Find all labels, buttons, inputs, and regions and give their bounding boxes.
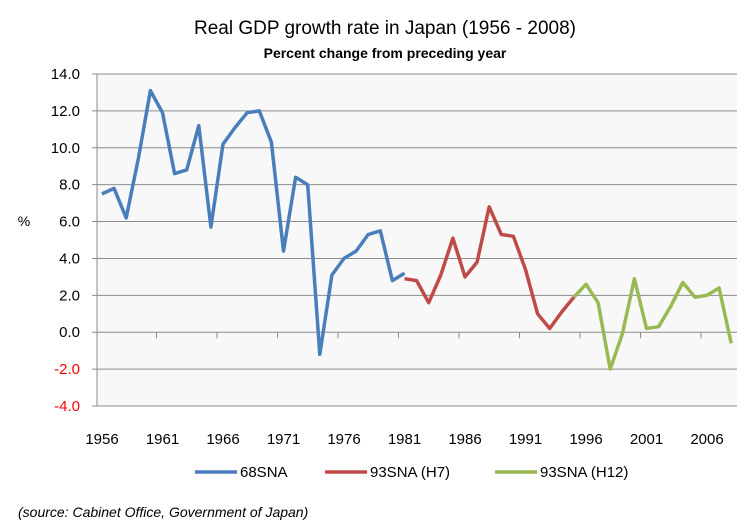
y-axis-label: % [18,213,30,229]
y-tick-label: 0.0 [59,324,80,341]
series-line-68sna [101,88,406,357]
x-tick-label: 1971 [267,431,300,448]
series-lines [101,88,733,371]
y-tick-label: 8.0 [59,177,80,194]
y-tick-label: -2.0 [54,361,80,378]
y-tick-label: 10.0 [51,140,80,157]
x-tick-label: 2001 [630,431,663,448]
x-tick-label: 1976 [327,431,360,448]
x-tick-label: 1991 [509,431,542,448]
gridlines [92,73,737,407]
y-axis-ticks: 14.0 12.0 10.0 8.0 6.0 4.0 2.0 0.0 -2.0 -4.0 [51,66,80,415]
chart-subtitle: Percent change from preceding year [264,45,507,61]
y-tick-label: 2.0 [59,287,80,304]
x-axis-ticks: 1956 1961 1966 1971 1976 1981 1986 1991 1996 2001… [85,332,724,448]
y-tick-label: -4.0 [54,398,80,415]
series-line-93sna-h12- [572,276,733,371]
x-tick-label: 1996 [569,431,602,448]
legend-label: 93SNA (H7) [370,464,450,481]
x-tick-label: 1966 [206,431,239,448]
legend-label: 68SNA [240,464,288,481]
y-tick-label: 6.0 [59,214,80,231]
source-note: (source: Cabinet Office, Government of J… [18,504,308,520]
y-tick-label: 4.0 [59,250,80,267]
legend-label: 93SNA (H12) [540,464,628,481]
chart-title: Real GDP growth rate in Japan (1956 - 20… [194,18,576,39]
x-tick-label: 1986 [448,431,481,448]
x-tick-label: 1961 [146,431,179,448]
x-tick-label: 2006 [690,431,723,448]
legend: 68SNA 93SNA (H7) 93SNA (H12) [195,464,628,481]
x-tick-label: 1981 [388,431,421,448]
y-tick-label: 12.0 [51,103,80,120]
plot-area [97,74,737,406]
x-tick-label: 1956 [85,431,118,448]
y-tick-label: 14.0 [51,66,80,83]
